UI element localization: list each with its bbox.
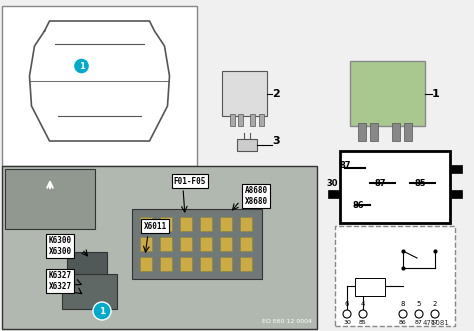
- Text: K6300
X6300: K6300 X6300: [48, 236, 72, 256]
- Text: 2: 2: [433, 301, 437, 307]
- Bar: [5, 169, 95, 229]
- Text: 30: 30: [343, 320, 351, 325]
- Bar: [340, 151, 450, 223]
- Bar: [2, 6, 197, 166]
- Bar: [200, 237, 212, 251]
- Bar: [237, 139, 257, 151]
- Bar: [140, 217, 152, 231]
- Bar: [67, 252, 107, 274]
- Bar: [220, 257, 232, 271]
- Bar: [250, 114, 255, 126]
- Bar: [160, 237, 172, 251]
- Circle shape: [93, 302, 111, 320]
- Circle shape: [431, 310, 439, 318]
- Bar: [140, 257, 152, 271]
- Bar: [355, 278, 385, 296]
- Text: 2: 2: [272, 89, 280, 99]
- Text: 87: 87: [431, 320, 439, 325]
- Bar: [2, 166, 317, 329]
- Bar: [180, 217, 192, 231]
- Text: 30: 30: [326, 178, 338, 187]
- Text: 85: 85: [414, 178, 426, 187]
- Bar: [180, 237, 192, 251]
- Text: 3: 3: [272, 136, 280, 146]
- Bar: [132, 209, 262, 279]
- Text: X6011: X6011: [144, 221, 166, 230]
- Bar: [350, 61, 425, 126]
- Bar: [230, 114, 235, 126]
- Text: 471081: 471081: [423, 320, 450, 326]
- Bar: [240, 257, 252, 271]
- Text: 87: 87: [415, 320, 423, 325]
- Bar: [370, 123, 378, 141]
- Text: 1: 1: [99, 307, 105, 315]
- Text: 86: 86: [352, 201, 364, 210]
- Bar: [180, 257, 192, 271]
- Circle shape: [415, 310, 423, 318]
- Text: 85: 85: [359, 320, 367, 325]
- Text: 86: 86: [399, 320, 407, 325]
- Bar: [358, 123, 366, 141]
- Circle shape: [73, 58, 90, 74]
- Bar: [222, 71, 267, 116]
- Bar: [140, 237, 152, 251]
- Text: 87: 87: [339, 161, 351, 169]
- Bar: [450, 190, 462, 198]
- Bar: [392, 123, 400, 141]
- Bar: [220, 237, 232, 251]
- Bar: [220, 217, 232, 231]
- Text: 6: 6: [345, 301, 349, 307]
- Bar: [160, 217, 172, 231]
- Text: EO E60 12 0004: EO E60 12 0004: [262, 319, 312, 324]
- Bar: [240, 237, 252, 251]
- Text: 5: 5: [417, 301, 421, 307]
- Bar: [200, 257, 212, 271]
- Text: 1: 1: [79, 62, 84, 71]
- Bar: [328, 190, 340, 198]
- Bar: [404, 123, 412, 141]
- Bar: [238, 114, 243, 126]
- Text: 4: 4: [361, 301, 365, 307]
- Bar: [200, 217, 212, 231]
- Circle shape: [343, 310, 351, 318]
- Text: F01-F05: F01-F05: [174, 176, 206, 185]
- Text: 1: 1: [432, 89, 440, 99]
- Bar: [335, 226, 455, 326]
- Text: 87: 87: [374, 178, 386, 187]
- Text: A8680
X8680: A8680 X8680: [245, 186, 267, 206]
- Bar: [259, 114, 264, 126]
- Bar: [160, 257, 172, 271]
- Bar: [240, 217, 252, 231]
- Bar: [62, 274, 117, 309]
- Text: K6327
X6327: K6327 X6327: [48, 271, 72, 291]
- Circle shape: [359, 310, 367, 318]
- Circle shape: [399, 310, 407, 318]
- Bar: [450, 165, 462, 173]
- Text: 8: 8: [401, 301, 405, 307]
